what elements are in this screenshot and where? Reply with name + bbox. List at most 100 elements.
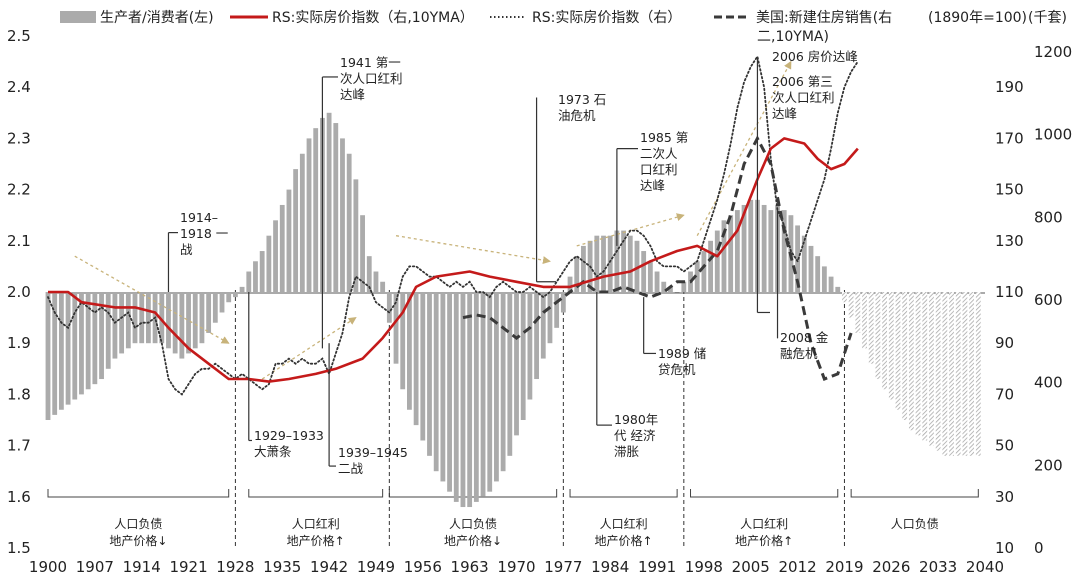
- bar: [514, 292, 519, 436]
- bar: [681, 281, 687, 292]
- bar: [92, 292, 98, 385]
- bar: [708, 240, 714, 292]
- x-tick-label: 2012: [779, 558, 817, 576]
- bar: [614, 230, 620, 292]
- annotation-label: 1985 第: [640, 130, 688, 145]
- annotation-label: 口红利: [640, 162, 678, 177]
- bar: [748, 199, 754, 292]
- bar: [72, 292, 78, 400]
- period-label: 地产价格↓: [109, 533, 167, 548]
- bar: [761, 204, 767, 292]
- bar: [427, 292, 432, 456]
- bar: [145, 292, 151, 344]
- bar: [179, 292, 185, 359]
- annotation-label: 1929–1933: [254, 428, 324, 443]
- y-left-tick-label: 1.5: [7, 539, 31, 557]
- bar: [815, 256, 821, 292]
- bar-forecast: [902, 292, 908, 420]
- y-right2-tick-label: 400: [1034, 374, 1063, 392]
- x-tick-label: 1921: [169, 558, 207, 576]
- bar: [728, 215, 734, 292]
- legend-label-bars: 生产者/消费者(左): [100, 10, 214, 26]
- unit-note-right: (千套): [1028, 10, 1067, 26]
- annotation-label: 1939–1945: [338, 445, 408, 460]
- bar: [440, 292, 446, 482]
- bar: [768, 210, 774, 292]
- annotation-label: 1980年: [614, 412, 658, 427]
- bar: [393, 292, 399, 364]
- x-tick-label: 1935: [263, 558, 301, 576]
- bar: [386, 292, 392, 323]
- annotation-label: 1914–: [180, 210, 218, 225]
- bar: [139, 292, 145, 344]
- bar: [534, 292, 539, 380]
- bar: [52, 292, 58, 415]
- y-left-tick-label: 2.4: [7, 78, 31, 96]
- bar: [694, 261, 700, 292]
- bar: [232, 292, 238, 298]
- bar: [366, 256, 372, 292]
- bar: [212, 292, 218, 323]
- y-right2-tick-label: 800: [1034, 208, 1063, 226]
- annotation-label: 次人口红利: [772, 90, 835, 105]
- bar-forecast: [929, 292, 934, 446]
- bar: [460, 292, 466, 508]
- bar-forecast: [855, 292, 861, 333]
- bar: [125, 292, 131, 349]
- y-left-tick-label: 1.8: [7, 385, 31, 403]
- rs-index-10yma-line: [48, 137, 859, 383]
- y-left-tick-label: 2.0: [7, 283, 31, 301]
- bar: [668, 286, 673, 292]
- annotation-label: 2006 第三: [772, 74, 833, 89]
- x-tick-label: 1942: [310, 558, 348, 576]
- bar: [500, 292, 506, 472]
- x-tick-label: 1984: [591, 558, 629, 576]
- period-label: 地产价格↑: [735, 533, 793, 548]
- annotation-label: 二战: [338, 461, 364, 476]
- bar: [808, 245, 814, 292]
- bar: [494, 292, 499, 482]
- bar: [172, 292, 178, 354]
- bar: [507, 292, 513, 456]
- bar-forecast: [935, 292, 941, 451]
- period-label: 地产价格↑: [287, 533, 345, 548]
- legend-label-rs10: RS:实际房价指数（右,10YMA）: [272, 10, 474, 26]
- bar: [346, 153, 352, 292]
- period-bracket: [248, 489, 384, 498]
- legend-label-rs: RS:实际房价指数（右）: [532, 10, 681, 26]
- annotation-label: 滞胀: [614, 444, 640, 459]
- x-tick-label: 1963: [451, 558, 489, 576]
- annotation-label: 达峰: [340, 87, 366, 102]
- bar: [607, 235, 613, 292]
- bar: [293, 169, 299, 292]
- bar: [420, 292, 426, 441]
- bar-forecast: [888, 292, 894, 400]
- annotation-label: 次人口红利: [340, 71, 403, 86]
- bar: [132, 292, 138, 344]
- bar: [373, 271, 379, 292]
- annotation-label: 1989 储: [658, 346, 706, 361]
- y-left-tick-label: 2.3: [7, 129, 31, 147]
- annotation-label: 大萧条: [254, 444, 292, 459]
- bar: [540, 292, 546, 359]
- trend-arrow: [395, 235, 551, 265]
- bar: [407, 292, 412, 410]
- legend-label-sales-cont: 二,10YMA): [757, 29, 829, 45]
- bar: [654, 271, 660, 292]
- bar: [581, 245, 586, 292]
- bar-forecast: [895, 292, 901, 410]
- bar: [306, 138, 312, 292]
- bar: [400, 292, 406, 390]
- bar: [340, 138, 345, 292]
- y-right2-tick-label: 600: [1034, 291, 1063, 309]
- period-label: 人口负债: [891, 517, 939, 531]
- annotation-label: 二次人: [640, 146, 678, 161]
- annotation-label: 战: [180, 242, 193, 257]
- bar-forecast: [955, 292, 961, 456]
- bar: [741, 204, 747, 292]
- bar: [105, 292, 111, 369]
- bar-forecast: [908, 292, 914, 431]
- y-left-tick-label: 2.5: [7, 27, 31, 45]
- bar: [259, 251, 265, 292]
- bar-forecast: [915, 292, 921, 436]
